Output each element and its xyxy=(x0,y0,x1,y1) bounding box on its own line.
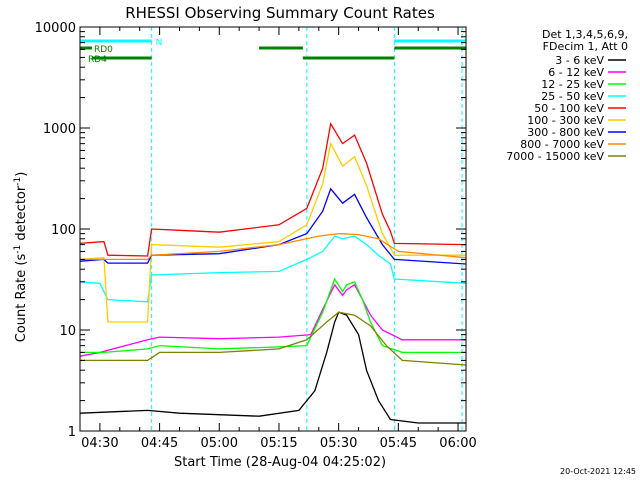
y-tick-label: 1 xyxy=(68,425,76,440)
series-line xyxy=(80,311,467,366)
y-axis-label-part: -1 xyxy=(13,245,23,254)
y-tick-label: 1000 xyxy=(43,122,76,137)
chart-title: RHESSI Observing Summary Count Rates xyxy=(125,4,435,22)
series-line xyxy=(79,311,466,424)
x-tick-label: 05:30 xyxy=(320,436,357,451)
series-line xyxy=(79,283,466,357)
series-line xyxy=(79,235,467,303)
series-line xyxy=(80,277,466,354)
x-tick-label: 05:00 xyxy=(201,436,238,451)
y-axis-label-part: Count Rate (s xyxy=(14,254,29,343)
y-tick-label: 10000 xyxy=(35,21,76,36)
footer-date: 20-Oct-2021 12:45 xyxy=(560,467,636,476)
x-tick-label: 04:45 xyxy=(141,436,178,451)
legend-entry-label: 100 - 300 keV xyxy=(527,114,604,127)
x-axis-label: Start Time (28-Aug-04 04:25:02) xyxy=(174,455,386,470)
legend-entry-label: 50 - 100 keV xyxy=(534,102,604,115)
x-tick-label: 05:45 xyxy=(380,436,417,451)
legend-entry-label: 300 - 800 keV xyxy=(527,126,604,139)
y-tick-label: 10 xyxy=(59,324,76,339)
legend-entry-label: 3 - 6 keV xyxy=(555,54,604,67)
x-tick-label: 06:00 xyxy=(439,436,476,451)
series-line xyxy=(79,121,467,257)
legend-entry-label: 12 - 25 keV xyxy=(541,78,604,91)
axes: 1 10 100 1000 10000 04:30 04:45 05:00 05:15 05:30… xyxy=(35,21,477,451)
series-line xyxy=(80,232,467,261)
legend-header: FDecim 1, Att 0 xyxy=(543,40,628,53)
x-tick-label: 05:15 xyxy=(260,436,297,451)
y-axis-label: Count Rate (s-1 detector-1) xyxy=(13,172,29,343)
legend-entry-label: 6 - 12 keV xyxy=(548,66,604,79)
y-axis-label-part: -1 xyxy=(13,177,23,186)
legend-entry-label: 800 - 7000 keV xyxy=(520,138,604,151)
state-bar-label: N xyxy=(156,38,163,48)
y-axis-label-part: detector xyxy=(14,185,29,245)
y-tick-label: 100 xyxy=(51,223,76,238)
legend-entry-label: 25 - 50 keV xyxy=(541,90,604,103)
legend-entry-label: 7000 - 15000 keV xyxy=(506,150,604,163)
plot-frame xyxy=(79,26,467,432)
series-line xyxy=(79,187,467,265)
legend-header: Det 1,3,4,5,6,9, xyxy=(542,28,628,41)
legend: Det 1,3,4,5,6,9,FDecim 1, Att 03 - 6 keV… xyxy=(506,28,628,163)
series-line xyxy=(79,141,466,323)
x-tick-label: 04:30 xyxy=(81,436,118,451)
state-bar-label: RD4 xyxy=(88,55,107,65)
y-axis-label-part: ) xyxy=(14,172,29,177)
state-bar-label: RD0 xyxy=(94,45,113,55)
